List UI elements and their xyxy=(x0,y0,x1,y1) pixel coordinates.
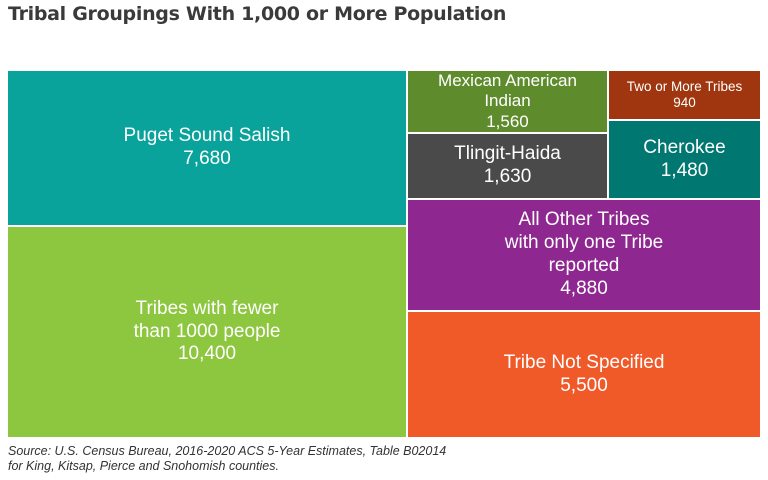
treemap-tile-all-other-tribes-with-only-one-tribe-reported: All Other Tribes with only one Tribe rep… xyxy=(408,200,760,310)
tile-value: 10,400 xyxy=(177,343,237,365)
tile-value: 1,560 xyxy=(486,111,529,131)
tile-value: 1,480 xyxy=(660,159,709,181)
source-line-2: for King, Kitsap, Pierce and Snohomish c… xyxy=(8,459,279,473)
source-note: Source: U.S. Census Bureau, 2016-2020 AC… xyxy=(8,444,446,474)
tile-label: Puget Sound Salish xyxy=(123,125,291,147)
tile-value: 5,500 xyxy=(560,374,608,396)
tile-value: 4,880 xyxy=(560,277,608,299)
chart-title: Tribal Groupings With 1,000 or More Popu… xyxy=(8,3,507,25)
tile-label: All Other Tribes with only one Tribe rep… xyxy=(504,209,664,276)
tile-label: Tribes with fewer than 1000 people xyxy=(133,297,281,342)
treemap-tile-tribe-not-specified: Tribe Not Specified 5,500 xyxy=(408,312,760,437)
treemap-tile-tribes-with-fewer-than-1000-people: Tribes with fewer than 1000 people 10,400 xyxy=(8,227,406,437)
tile-value: 7,680 xyxy=(183,148,231,169)
treemap-tile-puget-sound-salish: Puget Sound Salish 7,680 xyxy=(8,71,406,225)
source-line-1: Source: U.S. Census Bureau, 2016-2020 AC… xyxy=(8,444,447,458)
treemap-tile-mexican-american-indian: Mexican American Indian 1,560 xyxy=(408,71,607,132)
tile-label: Tribe Not Specified xyxy=(503,351,665,373)
tile-label: Cherokee xyxy=(643,136,726,158)
treemap-tile-tlingit-haida: Tlingit-Haida 1,630 xyxy=(408,134,607,198)
tile-value: 940 xyxy=(673,95,696,110)
treemap-tile-two-or-more-tribes: Two or More Tribes 940 xyxy=(609,71,760,119)
tile-label: Two or More Tribes xyxy=(626,78,743,94)
treemap-tile-cherokee: Cherokee 1,480 xyxy=(609,121,760,198)
tile-label: Mexican American Indian xyxy=(438,71,577,111)
tile-value: 1,630 xyxy=(483,166,532,187)
tile-label: Tlingit-Haida xyxy=(454,143,561,165)
